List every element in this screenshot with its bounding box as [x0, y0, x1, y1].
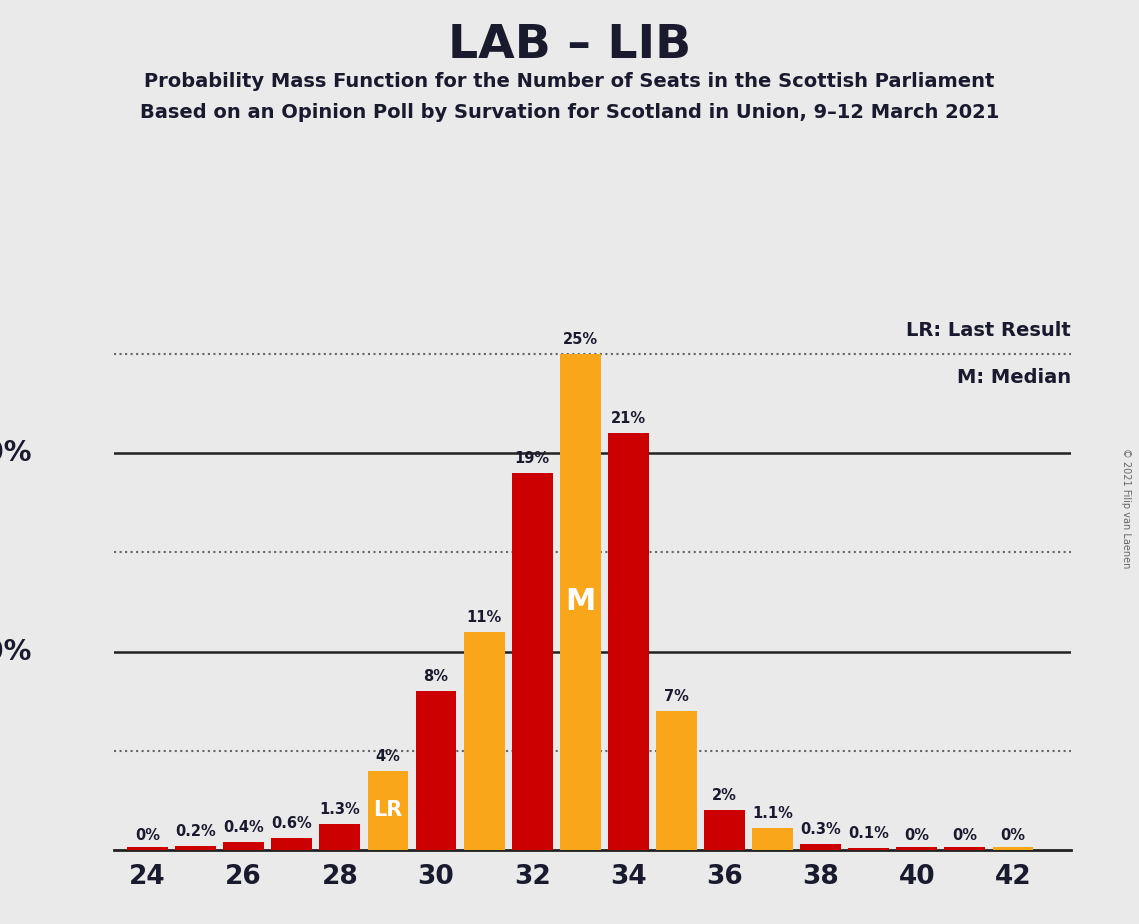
Bar — [175, 846, 216, 850]
Text: 25%: 25% — [563, 332, 598, 346]
Text: M: Median: M: Median — [957, 368, 1071, 387]
Text: © 2021 Filip van Laenen: © 2021 Filip van Laenen — [1121, 448, 1131, 568]
Text: 1.1%: 1.1% — [752, 807, 793, 821]
Text: 0%: 0% — [904, 828, 929, 843]
Text: 19%: 19% — [515, 451, 550, 466]
Text: 0%: 0% — [136, 828, 161, 843]
Text: 0%: 0% — [1000, 828, 1025, 843]
Bar — [896, 846, 937, 850]
Bar — [416, 691, 457, 850]
Text: Based on an Opinion Poll by Survation for Scotland in Union, 9–12 March 2021: Based on an Opinion Poll by Survation fo… — [140, 103, 999, 123]
Text: LR: LR — [374, 800, 402, 821]
Bar — [992, 846, 1033, 850]
Text: 0.6%: 0.6% — [271, 816, 312, 832]
Bar — [511, 473, 552, 850]
Text: LR: Last Result: LR: Last Result — [906, 321, 1071, 339]
Bar — [560, 354, 600, 850]
Text: 2%: 2% — [712, 788, 737, 804]
Bar — [801, 845, 841, 850]
Text: 11%: 11% — [467, 610, 501, 625]
Text: 0%: 0% — [952, 828, 977, 843]
Bar — [944, 846, 985, 850]
Bar — [271, 838, 312, 850]
Text: 0.2%: 0.2% — [175, 824, 216, 839]
Bar — [752, 828, 793, 850]
Bar — [319, 824, 360, 850]
Text: 0.4%: 0.4% — [223, 821, 264, 835]
Bar — [704, 810, 745, 850]
Text: 7%: 7% — [664, 689, 689, 704]
Bar — [464, 632, 505, 850]
Bar — [849, 848, 890, 850]
Text: 20%: 20% — [0, 439, 33, 468]
Text: Probability Mass Function for the Number of Seats in the Scottish Parliament: Probability Mass Function for the Number… — [145, 72, 994, 91]
Text: 21%: 21% — [611, 411, 646, 426]
Bar — [656, 711, 697, 850]
Text: LAB – LIB: LAB – LIB — [448, 23, 691, 68]
Bar — [608, 433, 649, 850]
Bar — [223, 842, 264, 850]
Text: 8%: 8% — [424, 669, 449, 685]
Text: 0.3%: 0.3% — [801, 822, 841, 837]
Text: 1.3%: 1.3% — [320, 802, 360, 818]
Bar — [128, 846, 167, 850]
Text: M: M — [565, 588, 596, 616]
Bar — [368, 771, 409, 850]
Text: 0.1%: 0.1% — [849, 826, 890, 841]
Text: 4%: 4% — [376, 748, 401, 764]
Text: 10%: 10% — [0, 638, 33, 665]
